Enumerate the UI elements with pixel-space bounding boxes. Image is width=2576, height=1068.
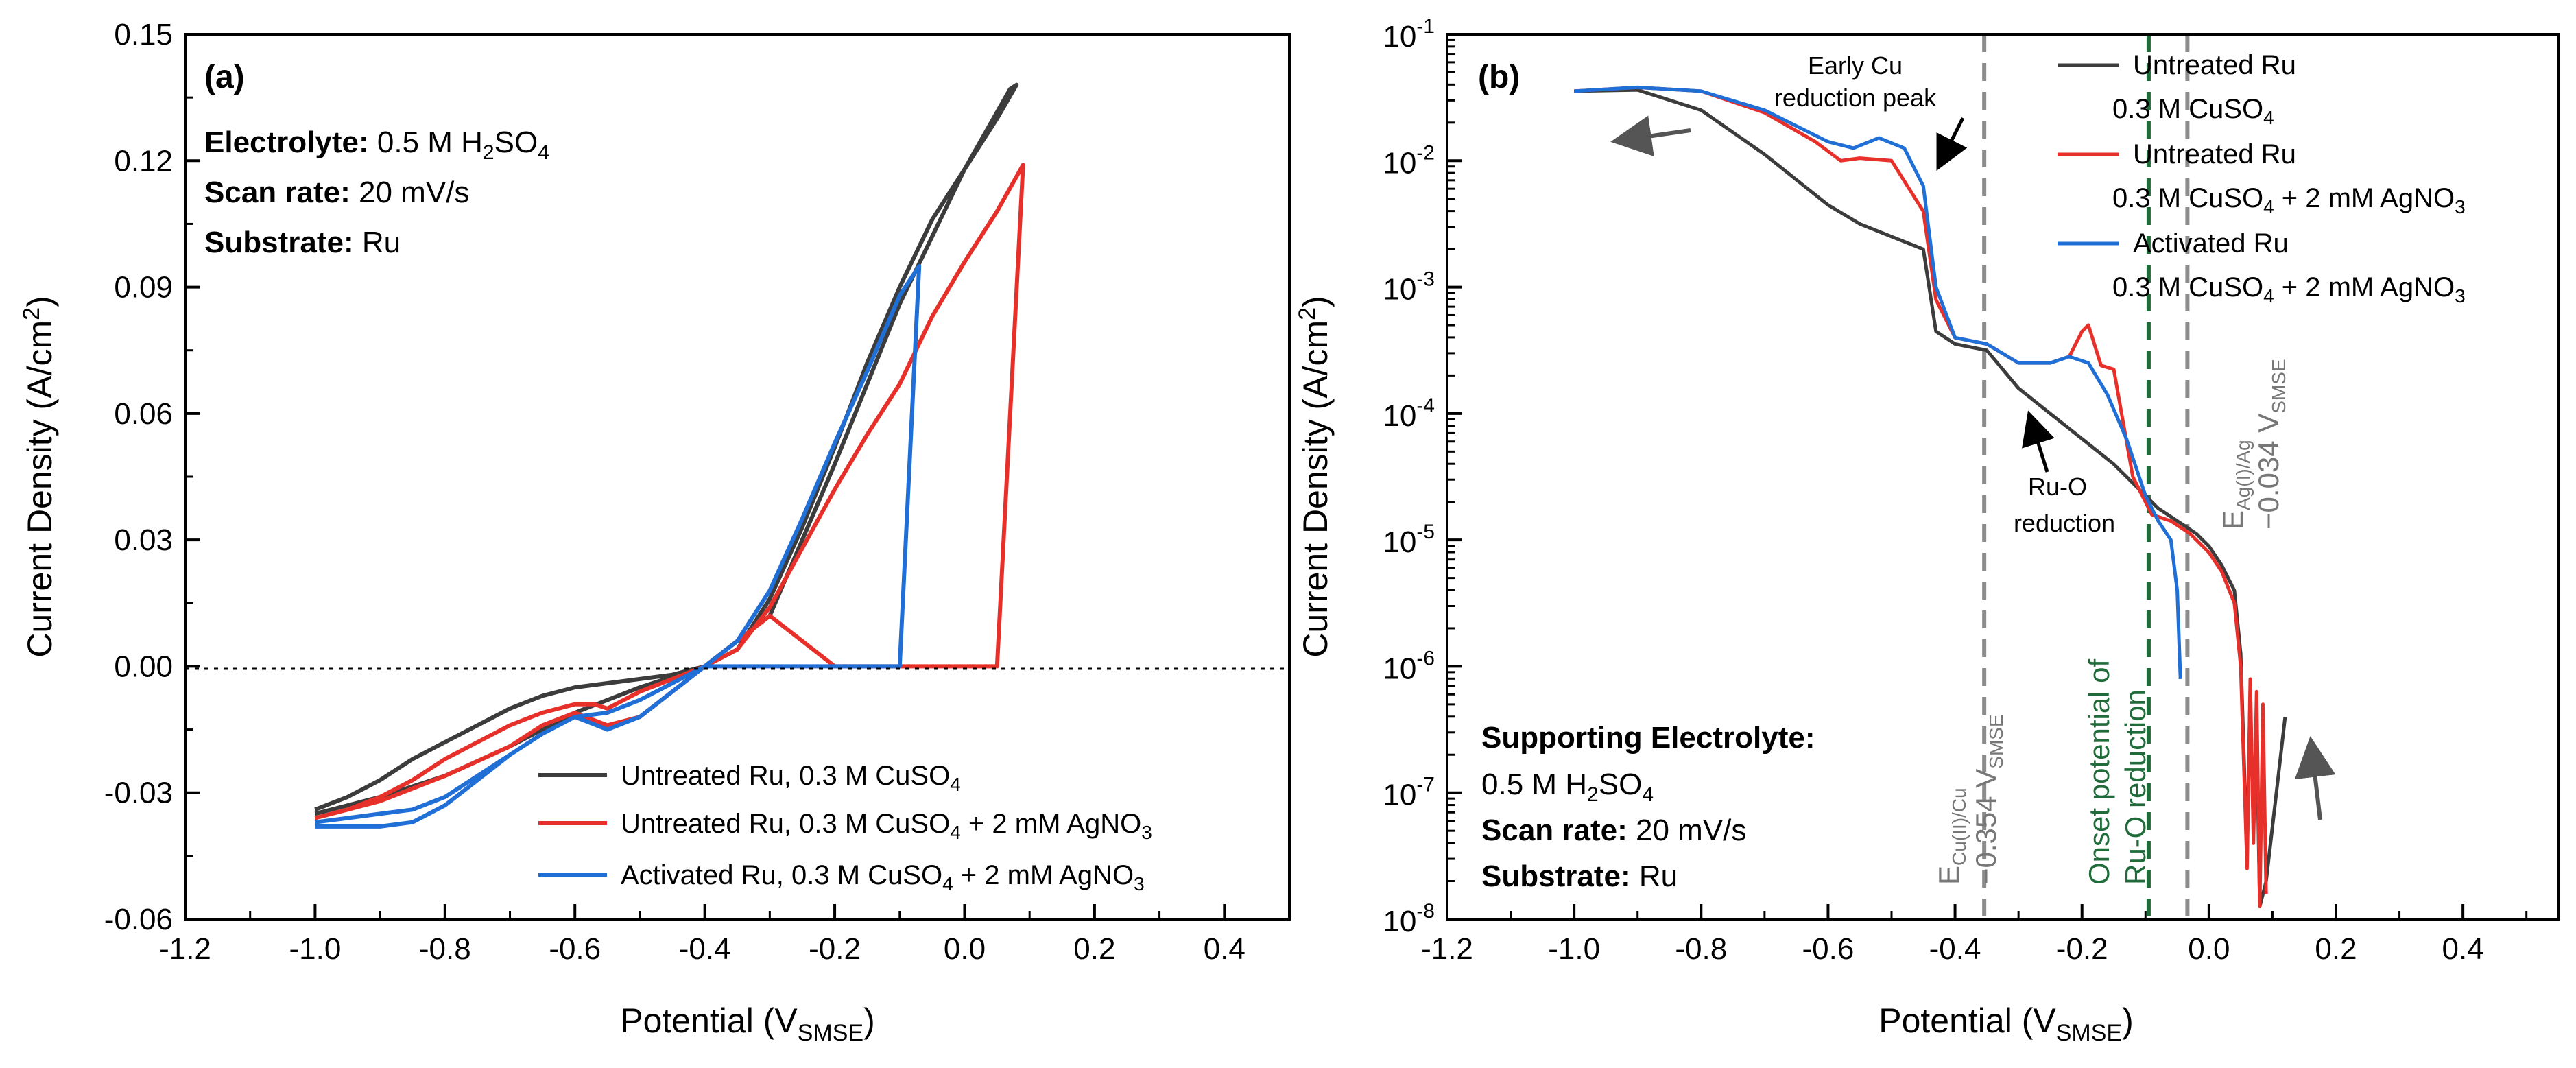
chart-b-panel-label: (b) [1478,59,1520,95]
chart-a-x-tick-label: -0.6 [549,932,601,966]
chart-b-legend-label-2-line1: Activated Ru [2133,228,2289,259]
chart-b-y-tick-label: 10-6 [1383,647,1435,685]
chart-b: -1.2 -1.0 -0.8 -0.6 -0.4 -0.2 0.0 0.2 0.4 10-810… [1294,15,2560,1046]
chart-a-series [314,82,1025,829]
chart-b-series [1573,85,2287,909]
chart-b-cu-potential-value: −0.354 VSMSE [1970,714,2007,885]
chart-b-series-1 [1573,85,2268,909]
chart-b-legend-label-1-line1: Untreated Ru [2133,139,2296,169]
chart-a-y-tick-label: -0.06 [104,903,173,936]
chart-a-x-axis-label: Potential (VSMSE) [620,1001,875,1046]
chart-a-y-tick-label: 0.00 [114,650,173,683]
chart-b-cu-potential-label: ECu(II)/Cu [1933,787,1970,885]
chart-a-scan-rate: Scan rate: 20 mV/s [204,176,469,209]
chart-b-reference-lines [1982,34,2190,919]
chart-b-ag-potential-value: −0.034 VSMSE [2252,359,2289,530]
chart-a-ticks [184,33,1226,921]
chart-a-x-tick-label: -0.2 [809,932,861,966]
chart-b-x-tick-label: -0.4 [1929,932,1981,966]
chart-b-early-cu-label-2: reduction peak [1774,84,1937,112]
chart-a-x-tick-labels: -1.2 -1.0 -0.8 -0.6 -0.4 -0.2 0.0 0.2 0.4 [159,932,1245,966]
chart-b-early-cu-label-1: Early Cu [1808,51,1903,80]
chart-b-x-tick-label: -1.0 [1548,932,1600,966]
chart-b-x-tick-label: 0.4 [2442,932,2484,966]
chart-a-x-tick-label: 0.2 [1073,932,1115,966]
chart-b-ruo-label-2: reduction [2014,509,2115,537]
chart-b-onset-label-1: Onset potential of [2083,658,2115,885]
chart-b-supporting-electrolyte-label: Supporting Electrolyte: [1481,721,1815,755]
chart-b-y-tick-label: 10-7 [1383,774,1435,812]
chart-b-y-tick-label: 10-1 [1383,15,1435,54]
chart-b-substrate: Substrate: Ru [1481,859,1678,893]
chart-a: -1.2 -1.0 -0.8 -0.6 -0.4 -0.2 0.0 0.2 0.4 -0.06-… [19,18,1291,1046]
chart-b-x-tick-label: -0.2 [2056,932,2108,966]
chart-a-substrate: Substrate: Ru [204,226,401,259]
chart-a-x-tick-label: 0.4 [1204,932,1245,966]
chart-a-legend-label-0: Untreated Ru, 0.3 M CuSO4 [621,761,961,795]
chart-a-panel-label: (a) [204,59,245,95]
chart-b-electrolyte: 0.5 M H2SO4 [1481,768,1654,806]
chart-b-x-axis-label: Potential (VSMSE) [1879,1001,2134,1046]
chart-b-x-tick-label: 0.0 [2188,932,2230,966]
chart-b-x-tick-labels: -1.2 -1.0 -0.8 -0.6 -0.4 -0.2 0.0 0.2 0.4 [1421,932,2484,966]
chart-a-y-tick-labels: -0.06 -0.03 0.00 0.03 0.06 0.09 0.12 0.15 [104,18,173,936]
chart-a-y-axis-label: Current Density (A/cm2) [19,296,59,657]
chart-a-y-tick-label: 0.15 [114,18,173,51]
chart-b-y-tick-label: 10-2 [1383,141,1435,180]
chart-b-x-tick-label: -1.2 [1421,932,1473,966]
chart-b-y-tick-label: 10-5 [1383,521,1435,559]
chart-a-series-1 [314,163,1025,820]
chart-a-y-tick-label: -0.03 [104,776,173,810]
chart-b-onset-label-2: Ru-O reduction [2119,689,2151,885]
chart-b-ticks [1446,33,2528,921]
chart-b-scan-arrow-up [2294,736,2336,820]
chart-a-x-tick-label: -0.4 [679,932,731,966]
chart-a-y-tick-label: 0.09 [114,271,173,305]
chart-a-x-tick-label: 0.0 [944,932,986,966]
chart-a-legend: Untreated Ru, 0.3 M CuSO4 Untreated Ru, … [538,761,1152,894]
chart-a-y-tick-label: 0.12 [114,144,173,178]
chart-b-y-tick-label: 10-3 [1383,268,1435,307]
chart-b-x-tick-label: -0.6 [1802,932,1855,966]
chart-b-ruo-label-1: Ru-O [2028,473,2087,501]
chart-b-frame [1446,33,2560,921]
chart-b-legend-label-0-line1: Untreated Ru [2133,50,2296,80]
chart-a-series-2 [315,263,922,829]
chart-b-ruo-arrow [2022,410,2055,473]
chart-b-legend: Untreated Ru 0.3 M CuSO4 Untreated Ru 0.… [2058,50,2466,307]
chart-a-legend-label-1: Untreated Ru, 0.3 M CuSO4 + 2 mM AgNO3 [621,809,1152,843]
chart-a-legend-label-2: Activated Ru, 0.3 M CuSO4 + 2 mM AgNO3 [621,860,1145,894]
chart-b-y-axis-label: Current Density (A/cm2) [1294,296,1335,657]
chart-b-scan-arrow-left [1610,115,1691,156]
chart-b-early-cu-arrow [1936,117,1968,171]
chart-b-legend-label-1-line2: 0.3 M CuSO4 + 2 mM AgNO3 [2112,183,2466,217]
chart-b-y-tick-label: 10-8 [1383,900,1435,938]
chart-b-x-tick-label: -0.8 [1675,932,1727,966]
chart-a-electrolyte: Electrolyte: 0.5 M H2SO4 [204,126,549,164]
chart-a-x-tick-label: -0.8 [419,932,471,966]
chart-b-x-tick-label: 0.2 [2315,932,2357,966]
chart-b-scan-rate: Scan rate: 20 mV/s [1481,814,1746,847]
chart-b-legend-label-2-line2: 0.3 M CuSO4 + 2 mM AgNO3 [2112,272,2466,307]
chart-b-y-tick-labels: 10-8 10-7 10-6 10-5 10-4 10-3 10-2 10-1 [1383,15,1435,938]
chart-b-legend-label-0-line2: 0.3 M CuSO4 [2112,94,2274,128]
chart-a-x-tick-label: -1.0 [289,932,341,966]
chart-b-ag-potential-label: EAg(I)/Ag [2217,440,2254,530]
chart-b-series-2 [1573,85,2182,679]
chart-a-y-tick-label: 0.03 [114,523,173,557]
chart-a-y-tick-label: 0.06 [114,397,173,431]
chart-a-x-tick-label: -1.2 [159,932,211,966]
chart-b-y-tick-label: 10-4 [1383,394,1435,433]
